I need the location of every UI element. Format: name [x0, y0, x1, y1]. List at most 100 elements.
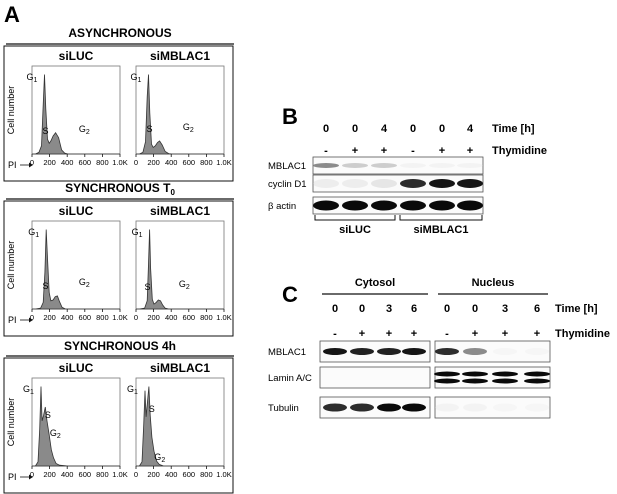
blot-band: [525, 348, 549, 355]
tick-label: 0: [134, 313, 138, 322]
phase-label: G1: [27, 72, 38, 84]
tick-label: 1.0K: [112, 313, 127, 322]
blot-row-label: MBLAC1: [268, 161, 306, 172]
time-value: 0: [472, 303, 478, 315]
blot-band: [434, 371, 460, 377]
blot-band: [493, 403, 517, 412]
blot-band: [400, 163, 426, 168]
phase-label: G1: [127, 384, 138, 396]
tick-label: 400: [165, 158, 178, 167]
time-value: 0: [444, 303, 450, 315]
tick-label: 600: [79, 470, 92, 479]
phase-label: G1: [131, 72, 142, 84]
thymidine-value: +: [502, 328, 508, 340]
blot-band: [457, 200, 483, 211]
blot-row: Tubulin: [268, 396, 551, 419]
blot-band: [323, 348, 347, 355]
tick-label: 600: [183, 470, 196, 479]
time-value: 3: [386, 303, 392, 315]
thymidine-value: -: [333, 328, 337, 340]
blot-row-label: MBLAC1: [268, 347, 306, 358]
tick-label: 0: [30, 470, 34, 479]
group-label: Nucleus: [472, 277, 515, 289]
tick-label: 400: [165, 470, 178, 479]
time-value: 0: [439, 123, 445, 135]
group-brackets: siLUC siMBLAC1: [314, 215, 483, 236]
section-box: [3, 357, 234, 494]
blot-band: [434, 378, 460, 384]
phase-label: G2: [179, 279, 190, 291]
blot-band: [429, 200, 455, 211]
phase-label: G2: [50, 428, 61, 440]
x-axis-label: PI: [8, 472, 17, 482]
blot-band: [402, 348, 426, 355]
thymidine-value: +: [359, 328, 365, 340]
tick-label: 1.0K: [112, 470, 127, 479]
blot-band: [463, 348, 487, 355]
blot-band: [350, 348, 374, 355]
time-value: 0: [352, 123, 358, 135]
section-asynchronous: ASYNCHRONOUS: [3, 26, 234, 182]
time-value: 4: [467, 123, 474, 135]
blot-row: Lamin A/C: [268, 366, 551, 389]
tick-label: 1.0K: [216, 313, 231, 322]
section-synchronous-4h: SYNCHRONOUS 4h: [3, 339, 234, 494]
section-title: SYNCHRONOUS 4h: [64, 339, 176, 353]
blot-band: [457, 179, 483, 188]
tick-label: 200: [43, 470, 56, 479]
tick-label: 200: [147, 313, 160, 322]
phase-label: G2: [79, 124, 90, 136]
blot-row: cyclin D1: [268, 174, 484, 193]
time-value: 3: [502, 303, 508, 315]
thymidine-label: Thymidine: [555, 328, 610, 340]
phase-label: G1: [28, 227, 39, 239]
blot-band: [371, 200, 397, 211]
phase-label: S: [43, 281, 49, 291]
group-label: Cytosol: [355, 277, 395, 289]
blot-band: [429, 179, 455, 188]
histogram-area: [136, 229, 224, 310]
tick-label: 400: [61, 470, 74, 479]
blot-strip: [434, 396, 551, 419]
blot-row-label: Lamin A/C: [268, 373, 312, 384]
blot-row: MBLAC1: [268, 340, 551, 363]
tick-label: 800: [200, 313, 213, 322]
blot-band: [342, 179, 368, 188]
blot-row-label: cyclin D1: [268, 179, 307, 190]
blot-band: [313, 200, 339, 211]
blot-band: [435, 403, 459, 412]
phase-label: S: [145, 282, 151, 292]
blot-band: [524, 371, 550, 377]
section-title: SYNCHRONOUS T0: [65, 181, 175, 197]
histogram-area: [32, 386, 120, 467]
blot-band: [323, 403, 347, 412]
tick-label: 200: [43, 313, 56, 322]
phase-label: G2: [154, 452, 165, 464]
y-axis-label: Cell number: [6, 241, 16, 290]
tick-label: 600: [79, 158, 92, 167]
thymidine-value: -: [445, 328, 449, 340]
blot-band: [371, 179, 397, 188]
phase-label: S: [149, 404, 155, 414]
time-value: 0: [332, 303, 338, 315]
thymidine-value: +: [534, 328, 540, 340]
blot-band: [371, 163, 397, 168]
phase-label: G2: [183, 122, 194, 134]
tick-label: 0: [134, 158, 138, 167]
section-box: [3, 45, 234, 182]
plot-title: siMBLAC1: [150, 204, 210, 218]
thymidine-value: +: [472, 328, 478, 340]
blot-strip: [434, 366, 551, 389]
phase-label: S: [147, 124, 153, 134]
blot-band: [313, 163, 339, 168]
blot-band: [492, 378, 518, 384]
tick-label: 0: [134, 470, 138, 479]
histogram-area: [32, 74, 120, 155]
tick-label: 0: [30, 313, 34, 322]
blot-band: [463, 403, 487, 412]
